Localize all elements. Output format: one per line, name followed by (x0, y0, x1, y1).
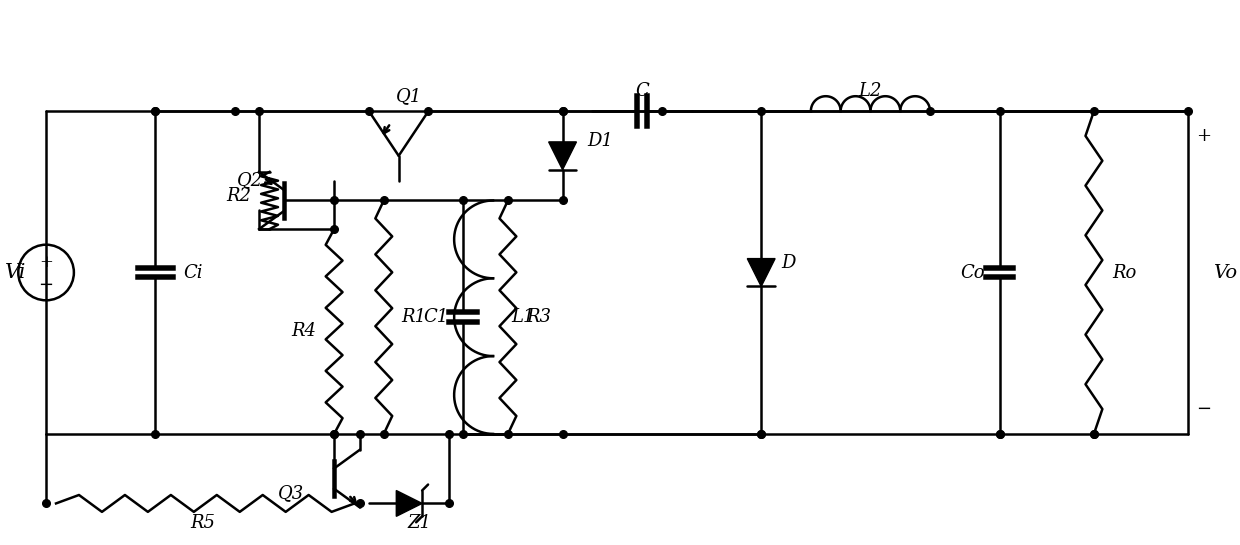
Text: Co: Co (960, 263, 985, 282)
Text: L1: L1 (511, 308, 534, 326)
Text: R2: R2 (227, 186, 252, 204)
Text: +: + (1195, 127, 1210, 145)
Text: Z1: Z1 (407, 514, 432, 532)
Text: −: − (1195, 400, 1210, 418)
Text: D1: D1 (588, 132, 614, 150)
Text: Vi: Vi (5, 263, 26, 282)
Text: R1: R1 (402, 308, 427, 326)
Text: +: + (40, 254, 53, 271)
Polygon shape (748, 258, 775, 287)
Text: C1: C1 (423, 308, 449, 326)
Text: D: D (781, 253, 795, 271)
Text: Q3: Q3 (278, 485, 304, 502)
Text: Ci: Ci (184, 263, 202, 282)
Polygon shape (397, 490, 422, 516)
Text: −: − (38, 276, 53, 294)
Text: R3: R3 (526, 308, 551, 326)
Text: R4: R4 (291, 323, 316, 341)
Text: R5: R5 (190, 514, 216, 532)
Text: Q2: Q2 (237, 172, 263, 190)
Text: Ro: Ro (1112, 263, 1136, 282)
Text: Vo: Vo (1213, 263, 1238, 282)
Polygon shape (548, 142, 577, 169)
Text: C: C (635, 82, 649, 100)
Text: Q1: Q1 (396, 87, 422, 105)
Text: L2: L2 (859, 82, 882, 100)
